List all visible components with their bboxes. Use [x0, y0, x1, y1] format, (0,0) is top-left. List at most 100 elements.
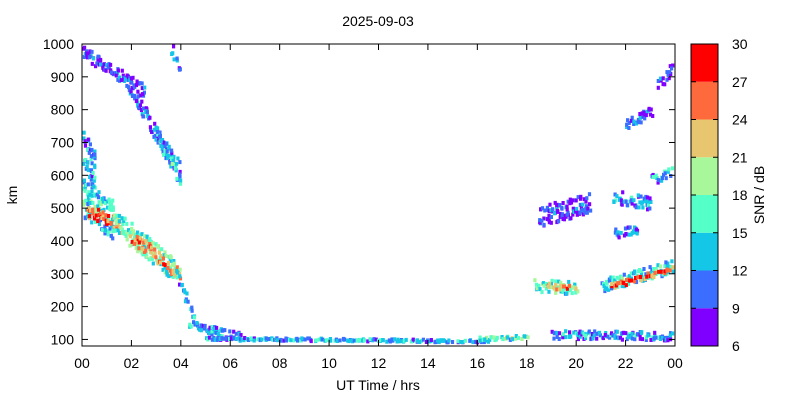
echo-point	[456, 339, 460, 344]
echo-point	[276, 338, 280, 343]
echo-point	[124, 233, 128, 238]
echo-point	[101, 228, 105, 232]
colorbar-segment	[691, 195, 718, 233]
echo-point	[94, 213, 98, 218]
echo-point	[104, 218, 108, 223]
echo-point	[626, 282, 630, 286]
echo-point	[199, 325, 204, 330]
echo-point	[178, 160, 182, 165]
echo-point	[540, 218, 544, 223]
echo-point	[178, 181, 183, 186]
echo-point	[156, 132, 160, 137]
echo-point	[564, 335, 568, 340]
echo-point	[561, 335, 565, 340]
colorbar-label: SNR / dB	[751, 166, 767, 224]
echo-point	[92, 152, 96, 157]
echo-point	[575, 206, 579, 211]
echo-point	[665, 77, 669, 82]
echo-point	[396, 337, 400, 342]
echo-point	[264, 336, 268, 341]
y-tick-label: 500	[51, 200, 75, 216]
echo-point	[138, 236, 142, 241]
echo-point	[174, 168, 178, 173]
x-tick-label: 14	[420, 355, 436, 371]
x-tick-label: 02	[124, 355, 140, 371]
echo-point	[473, 339, 478, 344]
echo-point	[137, 240, 141, 245]
echo-point	[99, 62, 103, 67]
y-tick-label: 700	[51, 134, 75, 150]
echo-point	[154, 242, 158, 247]
echo-point	[658, 264, 662, 269]
echo-point	[114, 71, 118, 76]
echo-point	[399, 339, 403, 344]
echo-point	[671, 331, 675, 336]
echo-point	[125, 221, 129, 226]
echo-point	[385, 339, 389, 344]
echo-point	[558, 215, 562, 220]
echo-point	[128, 243, 132, 248]
echo-point	[623, 226, 628, 231]
echo-point	[89, 211, 93, 216]
echo-point	[321, 337, 325, 342]
echo-point	[638, 336, 642, 341]
echo-point	[666, 72, 670, 77]
echo-point	[665, 267, 669, 272]
colorbar-segment	[691, 157, 718, 195]
echo-point	[109, 233, 113, 238]
x-axis-label: UT Time / hrs	[336, 377, 420, 393]
echo-point	[175, 56, 179, 61]
echo-point	[634, 279, 639, 284]
echo-point	[215, 325, 219, 330]
echo-point	[151, 254, 156, 258]
echo-point	[131, 75, 135, 80]
echo-point	[238, 337, 242, 342]
echo-point	[646, 207, 650, 212]
echo-point	[117, 213, 121, 218]
echo-point	[542, 216, 546, 221]
echo-point	[105, 222, 109, 226]
echo-point	[557, 337, 561, 341]
echo-point	[199, 323, 203, 328]
echo-point	[646, 195, 650, 200]
echo-point	[282, 338, 286, 343]
echo-point	[613, 278, 617, 283]
echo-point	[123, 77, 127, 82]
echo-point	[656, 263, 660, 268]
echo-point	[131, 229, 136, 234]
colorbar-tick-label: 21	[732, 149, 748, 165]
echo-point	[107, 228, 111, 233]
echo-point	[136, 94, 140, 99]
echo-point	[96, 204, 100, 209]
echo-point	[590, 332, 595, 336]
colorbar-tick-label: 15	[732, 225, 748, 241]
echo-point	[183, 299, 188, 304]
echo-point	[120, 216, 124, 221]
echo-point	[668, 64, 672, 69]
echo-point	[155, 130, 159, 134]
echo-point	[87, 214, 91, 219]
echo-point	[418, 340, 422, 344]
echo-point	[83, 186, 87, 191]
echo-point	[102, 214, 106, 219]
echo-point	[82, 199, 86, 204]
echo-point	[583, 210, 587, 215]
echo-point	[552, 285, 556, 290]
echo-point	[619, 274, 623, 279]
echo-point	[170, 162, 174, 166]
echo-point	[103, 231, 107, 236]
echo-point	[149, 245, 153, 250]
echo-point	[164, 156, 168, 161]
echo-point	[663, 264, 667, 269]
echo-point	[218, 337, 222, 341]
echo-point	[549, 220, 553, 225]
echo-point	[95, 61, 99, 66]
echo-point	[655, 176, 659, 180]
echo-point	[138, 103, 142, 108]
echo-point	[424, 340, 429, 344]
echo-point	[611, 333, 615, 338]
echo-point	[649, 200, 653, 204]
echo-point	[558, 203, 562, 207]
echo-point	[175, 270, 180, 275]
colorbar-tick-label: 30	[732, 36, 748, 52]
